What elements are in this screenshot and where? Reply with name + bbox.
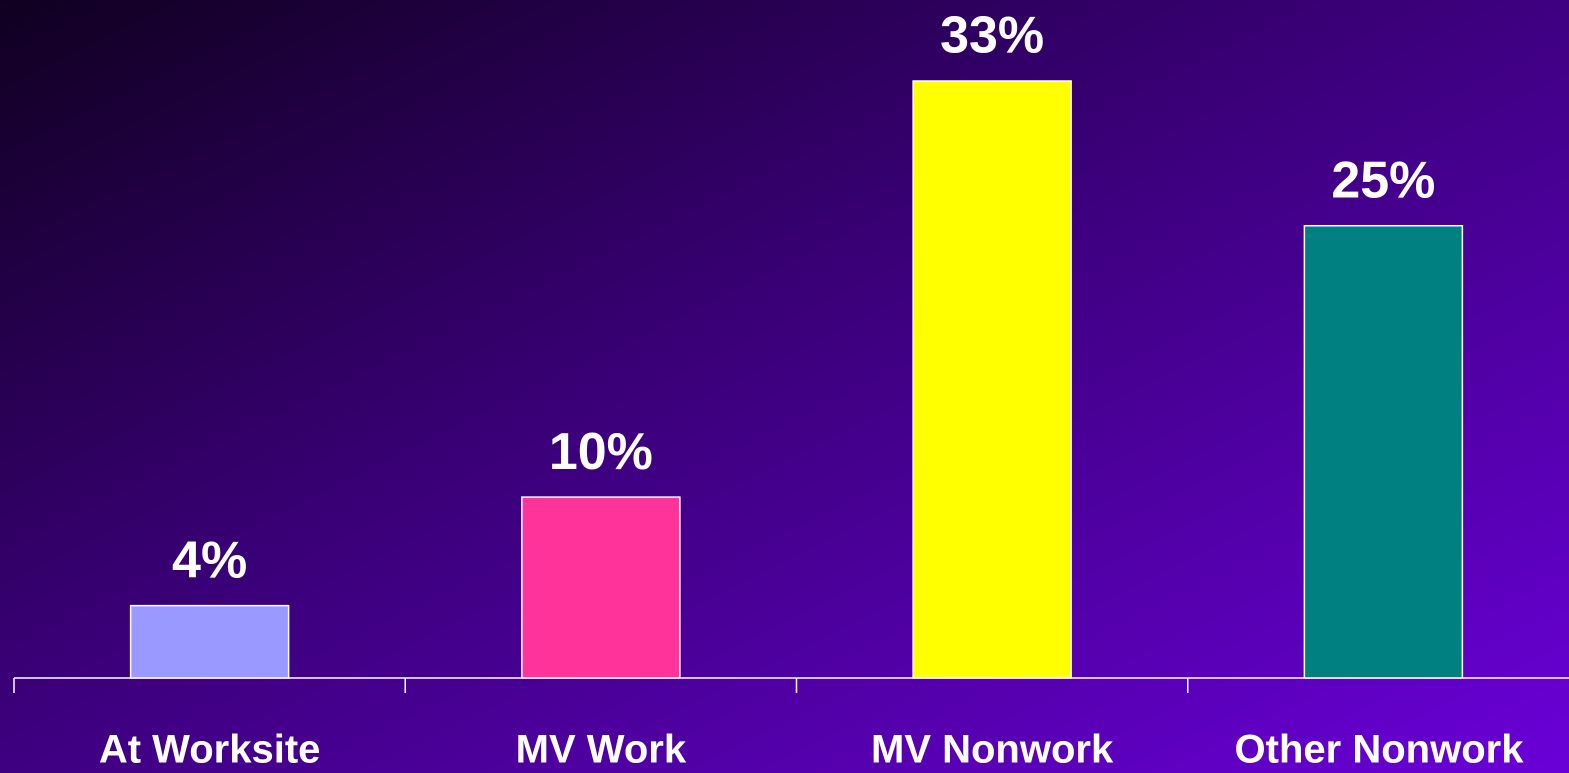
bar	[129, 604, 290, 679]
x-tick-label: Other Nonwork	[1235, 728, 1525, 772]
data-label: 33%	[940, 7, 1044, 65]
bar	[521, 496, 681, 679]
x-tick-label: MV Work	[516, 728, 687, 772]
bar	[1303, 224, 1464, 679]
data-label: 25%	[1331, 151, 1435, 209]
bar	[912, 80, 1072, 679]
data-label: 4%	[172, 531, 247, 589]
x-tick-label: At Worksite	[99, 728, 321, 772]
data-label: 10%	[549, 423, 653, 481]
x-tick-label: MV Nonwork	[871, 728, 1114, 772]
